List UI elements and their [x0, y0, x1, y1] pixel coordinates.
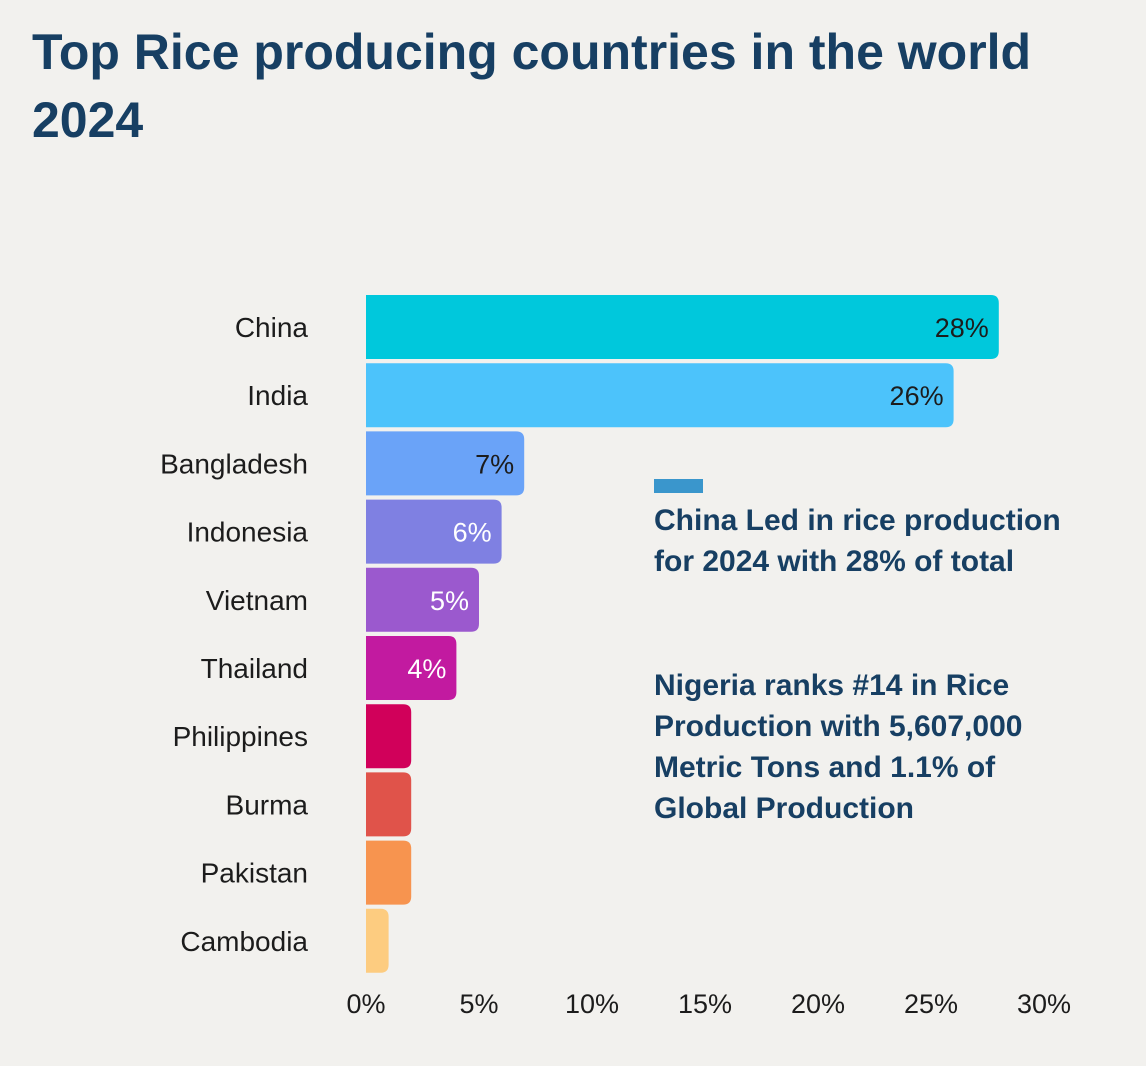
annotation-secondary: Nigeria ranks #14 in Rice Production wit… [654, 669, 1023, 825]
bar-thailand [366, 636, 457, 700]
data-label-indonesia: 6% [453, 518, 492, 548]
category-label-vietnam: Vietnam [206, 585, 308, 616]
bar-vietnam [366, 567, 479, 632]
category-label-bangladesh: Bangladesh [160, 448, 308, 479]
bar-burma [366, 772, 412, 837]
x-tick-label: 10% [565, 989, 619, 1019]
category-label-pakistan: Pakistan [201, 858, 308, 889]
bars-layer [366, 295, 999, 973]
category-label-china: China [235, 312, 309, 343]
bar-philippines [366, 704, 412, 769]
chart-title: Top Rice producing countries in the worl… [32, 24, 1032, 148]
category-label-india: India [247, 380, 308, 411]
x-tick-label: 30% [1017, 989, 1071, 1019]
category-label-indonesia: Indonesia [187, 517, 309, 548]
bar-pakistan [366, 840, 412, 905]
x-tick-label: 15% [678, 989, 732, 1019]
data-label-india: 26% [890, 381, 944, 411]
bar-indonesia [366, 499, 502, 564]
category-label-philippines: Philippines [173, 721, 308, 752]
bar-bangladesh [366, 431, 525, 496]
bar-cambodia [366, 908, 389, 973]
data-label-bangladesh: 7% [475, 449, 514, 479]
data-label-china: 28% [935, 313, 989, 343]
category-labels: China India Bangladesh Indonesia Vietnam Thai… [160, 312, 308, 957]
x-axis-tick-labels: 0% 5% 10% 15% 20% 25% 30% [346, 989, 1071, 1019]
legend-swatch [654, 479, 703, 493]
category-label-cambodia: Cambodia [180, 926, 308, 957]
x-tick-label: 5% [459, 989, 498, 1019]
x-tick-label: 25% [904, 989, 958, 1019]
data-label-vietnam: 5% [430, 586, 469, 616]
annotation-primary: China Led in rice production for 2024 wi… [654, 504, 1061, 578]
x-tick-label: 0% [346, 989, 385, 1019]
data-label-thailand: 4% [407, 654, 446, 684]
category-label-thailand: Thailand [201, 653, 308, 684]
bar-china [366, 295, 999, 359]
bar-india [366, 363, 954, 428]
x-tick-label: 20% [791, 989, 845, 1019]
data-labels: 28% 26% 7% 6% 5% 4% [407, 313, 988, 684]
category-label-burma: Burma [226, 789, 309, 820]
